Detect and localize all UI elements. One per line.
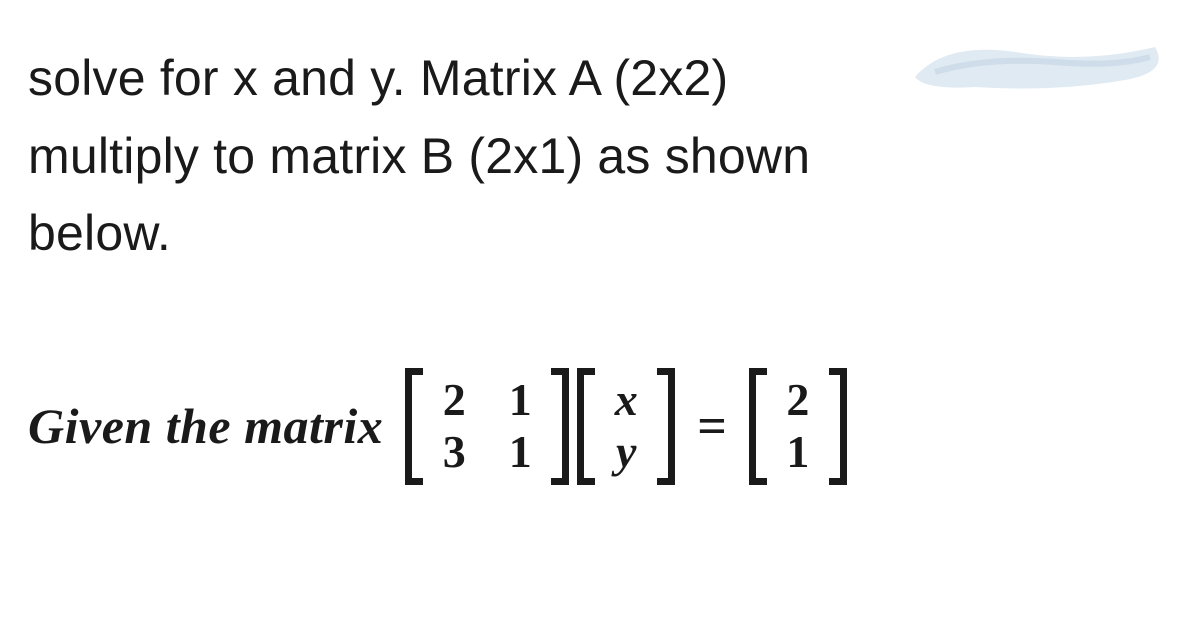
matrix-a-cell-1-0: 3 [437, 426, 471, 479]
table-row: 3 1 [437, 426, 537, 479]
eraser-smudge [905, 32, 1175, 102]
page: solve for x and y. Matrix A (2x2) multip… [0, 0, 1200, 621]
problem-line-2: multiply to matrix B (2x1) as shown [28, 118, 1172, 196]
vector-xy: x y [577, 368, 675, 486]
problem-line-3: below. [28, 195, 1172, 273]
right-bracket-icon [547, 368, 569, 486]
table-row: y [609, 426, 643, 479]
table-row: 1 [781, 426, 815, 479]
equation-lead: Given the matrix [28, 397, 383, 455]
matrix-a: 2 1 3 1 [405, 368, 569, 486]
right-bracket-icon [653, 368, 675, 486]
matrix-a-cell-1-1: 1 [503, 426, 537, 479]
vector-xy-content: x y [599, 368, 653, 486]
left-bracket-icon [405, 368, 427, 486]
table-row: 2 [781, 374, 815, 427]
matrix-a-content: 2 1 3 1 [427, 368, 547, 486]
result-vector-content: 2 1 [771, 368, 825, 486]
result-cell-1: 1 [781, 426, 815, 479]
matrix-a-cell-0-1: 1 [503, 374, 537, 427]
table-row: x [609, 374, 643, 427]
right-bracket-icon [825, 368, 847, 486]
result-vector: 2 1 [749, 368, 847, 486]
matrix-a-cell-0-0: 2 [437, 374, 471, 427]
result-cell-0: 2 [781, 374, 815, 427]
equation: Given the matrix 2 1 3 1 x [28, 368, 1172, 486]
left-bracket-icon [577, 368, 599, 486]
equals-sign: = [697, 397, 727, 456]
left-bracket-icon [749, 368, 771, 486]
table-row: 2 1 [437, 374, 537, 427]
vector-y-cell: y [609, 426, 643, 479]
vector-x-cell: x [609, 374, 643, 427]
